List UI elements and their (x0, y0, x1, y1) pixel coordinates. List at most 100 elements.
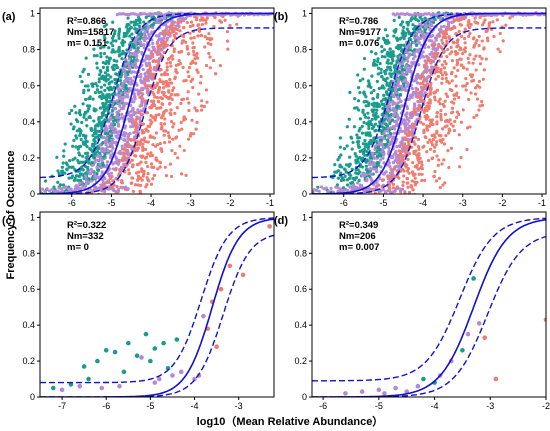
point-purple (374, 170, 379, 174)
point-salmon (140, 112, 144, 116)
point-salmon (434, 77, 438, 81)
point-teal (372, 125, 376, 129)
point-salmon (144, 160, 148, 165)
point-purple (405, 104, 409, 108)
point-teal (76, 158, 80, 163)
point-salmon (207, 51, 211, 56)
point-salmon (192, 53, 196, 57)
point-salmon (138, 190, 142, 194)
point-salmon (136, 146, 140, 150)
point-purple (50, 187, 54, 192)
point-teal (390, 118, 395, 122)
point-teal (334, 170, 339, 174)
point-salmon (427, 104, 431, 109)
point-salmon (462, 36, 467, 41)
point-teal (385, 91, 389, 95)
point-salmon (445, 94, 450, 99)
point-teal (121, 43, 125, 47)
point-teal (376, 102, 381, 106)
point-teal (388, 47, 392, 51)
point-teal (401, 25, 406, 29)
point-teal (362, 67, 366, 71)
point-purple (415, 48, 419, 52)
point-teal (115, 83, 120, 88)
point-teal (398, 53, 402, 57)
point-salmon (463, 27, 467, 31)
point-purple (390, 140, 394, 144)
point-salmon (162, 91, 166, 95)
point-salmon (435, 120, 439, 124)
point-purple (421, 50, 425, 54)
point-salmon (432, 55, 437, 59)
point-salmon (469, 22, 473, 27)
point-salmon (482, 335, 488, 341)
point-teal (388, 65, 392, 69)
point-salmon (440, 162, 444, 166)
point-purple (329, 186, 333, 190)
point-salmon (177, 128, 181, 132)
point-teal (363, 138, 367, 143)
point-teal (382, 77, 386, 82)
point-teal (93, 127, 97, 131)
point-salmon (128, 144, 132, 148)
plot-area (312, 217, 546, 397)
point-salmon (122, 156, 127, 160)
point-teal (358, 117, 363, 121)
stat-text: R²=0.786 (339, 16, 378, 27)
point-salmon (129, 138, 133, 142)
point-purple (109, 171, 114, 175)
point-salmon (199, 104, 204, 108)
point-purple (129, 103, 133, 108)
point-teal (95, 54, 99, 58)
point-purple (400, 187, 405, 191)
point-teal (143, 331, 149, 337)
point-salmon (208, 55, 212, 59)
point-teal (420, 17, 424, 22)
point-purple (123, 75, 128, 79)
point-teal (361, 142, 365, 146)
point-teal (126, 73, 130, 77)
point-salmon (151, 90, 155, 95)
point-salmon (405, 176, 409, 181)
point-salmon (192, 49, 196, 54)
point-salmon (466, 56, 470, 60)
point-purple (107, 187, 111, 191)
point-purple (131, 107, 135, 111)
point-salmon (445, 39, 449, 43)
point-teal (350, 147, 354, 151)
point-teal (378, 120, 382, 124)
point-purple (387, 102, 391, 106)
point-teal (101, 92, 105, 97)
point-salmon (387, 183, 392, 187)
point-purple (360, 185, 364, 189)
point-teal (82, 115, 86, 119)
point-salmon (189, 131, 193, 136)
point-salmon (475, 38, 479, 43)
point-teal (83, 110, 87, 114)
point-teal (117, 29, 121, 34)
point-teal (353, 106, 357, 110)
point-teal (78, 131, 83, 135)
point-teal (377, 36, 381, 40)
point-salmon (417, 161, 421, 165)
point-purple (69, 187, 73, 191)
point-salmon (441, 102, 445, 106)
point-salmon (122, 153, 126, 158)
x-tick-label: -7 (58, 401, 66, 411)
panel-label: (c) (2, 215, 16, 227)
point-teal (398, 44, 403, 48)
point-purple (127, 57, 132, 61)
point-purple (426, 45, 431, 49)
point-purple (109, 187, 113, 191)
stat-text: Nm=332 (67, 231, 104, 242)
point-purple (184, 16, 188, 21)
point-salmon (146, 172, 150, 176)
point-salmon (422, 144, 426, 148)
point-purple (144, 75, 148, 79)
point-salmon (405, 181, 409, 185)
point-salmon (187, 65, 192, 70)
point-salmon (155, 41, 159, 45)
ci-lower-line (40, 27, 274, 194)
point-teal (101, 104, 105, 109)
point-salmon (461, 108, 465, 112)
